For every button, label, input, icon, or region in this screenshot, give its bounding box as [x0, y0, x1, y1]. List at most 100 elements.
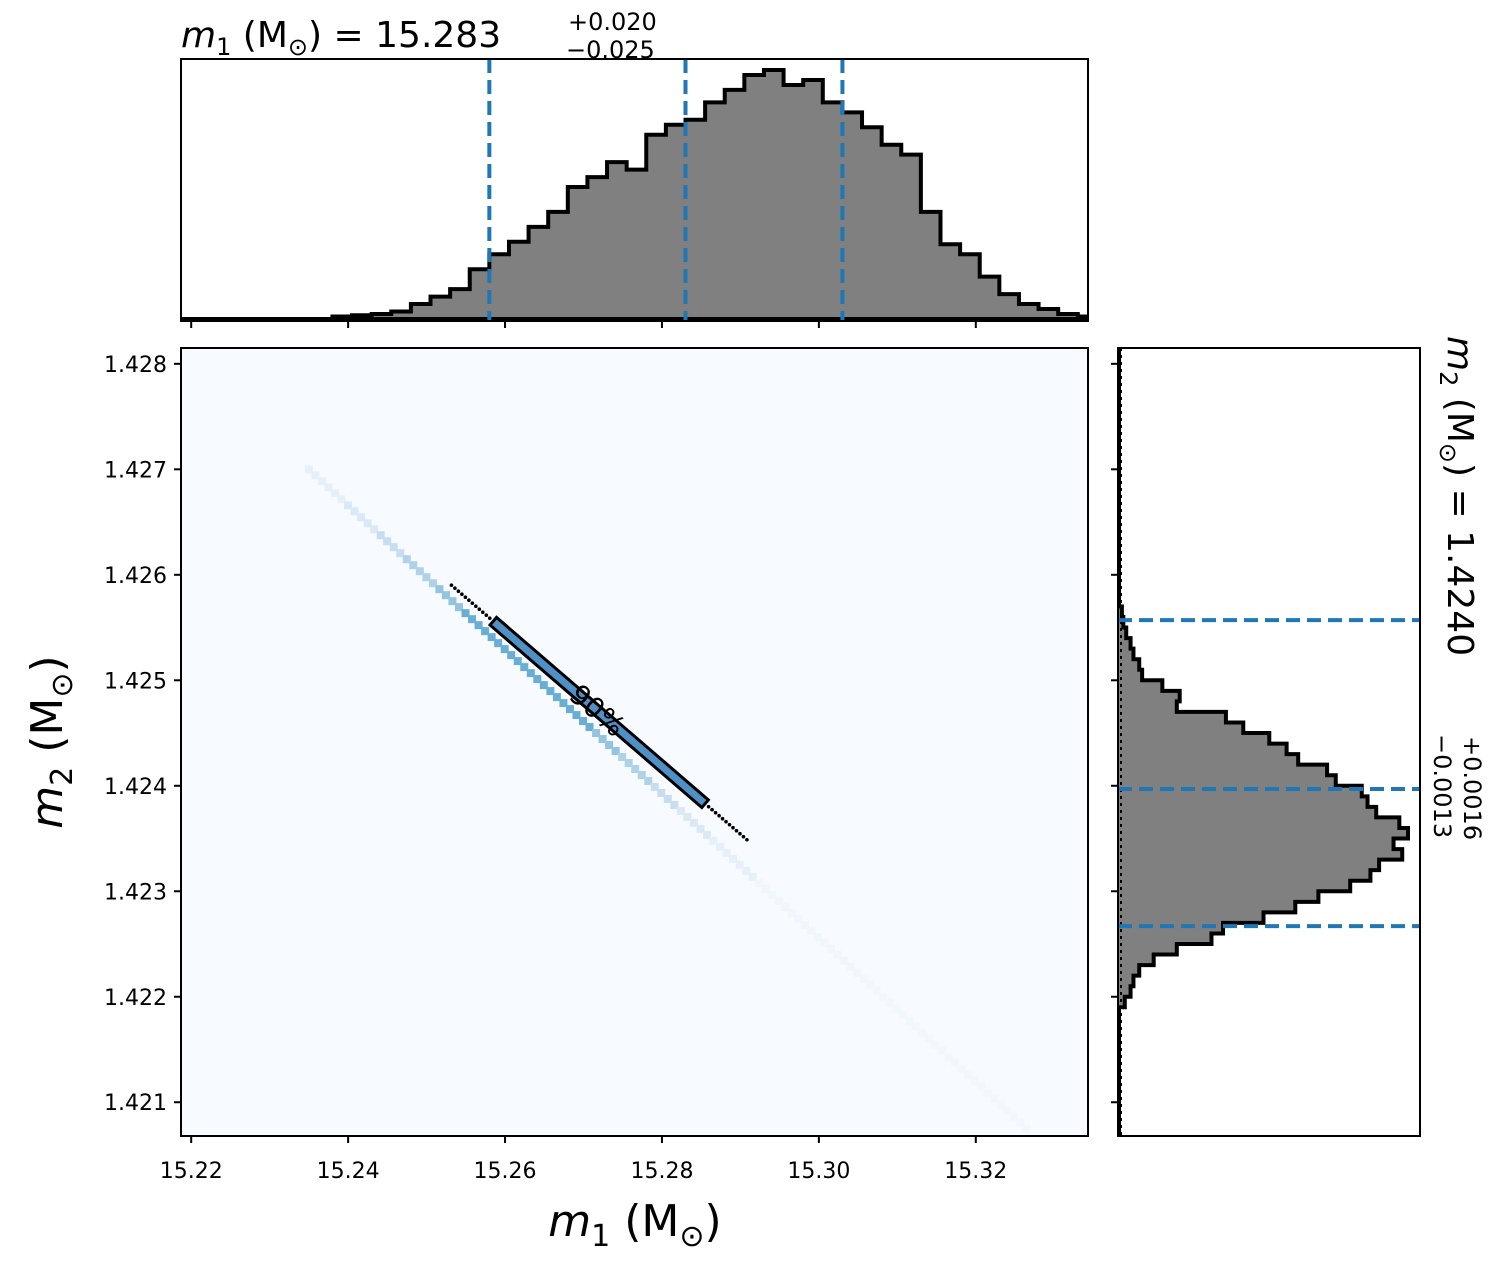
x-tick-label: 15.26: [474, 1159, 537, 1184]
heatmap-cell: [330, 489, 339, 498]
heatmap-cell: [879, 992, 888, 1001]
heatmap-cell: [533, 675, 542, 684]
heatmap-cell: [820, 938, 829, 947]
right-marginal-histogram: [1111, 347, 1421, 1137]
heatmap-cell: [944, 1052, 953, 1061]
heatmap-cell: [813, 932, 822, 941]
main-panel-frame: [180, 347, 1089, 1137]
heatmap-cell: [585, 723, 594, 732]
heatmap-cell: [552, 693, 561, 702]
heatmap-cell: [800, 920, 809, 929]
heatmap-cell: [624, 759, 633, 768]
heatmap-cell: [787, 908, 796, 917]
heatmap-cell: [461, 609, 470, 618]
contour-dot: [470, 601, 475, 606]
heatmap-cell: [898, 1010, 907, 1019]
heatmap-cell: [494, 639, 503, 648]
heatmap-cell: [696, 824, 705, 833]
right-histogram-outline: [1118, 348, 1410, 1136]
heatmap-cell: [761, 884, 770, 893]
heatmap-cell: [716, 842, 725, 851]
heatmap-cell: [376, 531, 385, 540]
heatmap-cell: [892, 1004, 901, 1013]
heatmap-cell: [605, 741, 614, 750]
heatmap-cell: [363, 519, 372, 528]
right-hist-title: m2 (M⊙) = 1.4240: [1434, 336, 1480, 656]
contour-dot: [738, 831, 742, 836]
contour-dot: [456, 589, 461, 593]
y-tick-label: 1.422: [104, 986, 167, 1011]
x-tick-label: 15.28: [630, 1159, 693, 1184]
heatmap-cell: [990, 1094, 999, 1103]
heatmap-cell: [937, 1046, 946, 1055]
heatmap-cell: [722, 848, 731, 857]
heatmap-cell: [324, 483, 333, 492]
contour-dot: [713, 810, 718, 815]
top-panel-frame: [180, 58, 1089, 322]
heatmap-cell: [644, 776, 653, 785]
heatmap-cell: [964, 1070, 973, 1079]
heatmap-cell: [304, 465, 313, 474]
heatmap-cell: [487, 633, 496, 642]
heatmap-cell: [611, 747, 620, 756]
y-tick-label: 1.424: [104, 775, 167, 800]
heatmap-cell: [409, 561, 418, 570]
heatmap-cell: [781, 902, 790, 911]
heatmap-cell: [637, 770, 646, 779]
heatmap-cell: [428, 579, 437, 588]
heatmap-cell: [840, 956, 849, 965]
heatmap-cell: [996, 1100, 1005, 1109]
y-tick-label: 1.421: [104, 1091, 167, 1116]
heatmap-cell: [383, 537, 392, 546]
heatmap-cell: [755, 878, 764, 887]
heatmap-cell: [618, 753, 627, 762]
heatmap-cell: [507, 651, 516, 660]
heatmap-cell: [853, 968, 862, 977]
heatmap-cell: [676, 806, 685, 815]
right-histogram-fill: [1119, 348, 1408, 1136]
heatmap-cell: [866, 980, 875, 989]
heatmap-cell: [1022, 1124, 1031, 1133]
heatmap-cell: [774, 896, 783, 905]
heatmap-cell: [703, 830, 712, 839]
heatmap-cell: [729, 854, 738, 863]
heatmap-cell: [448, 597, 457, 606]
heatmap-cell: [650, 782, 659, 791]
heatmap-cell: [559, 699, 568, 708]
heatmap-cell: [579, 717, 588, 726]
heatmap-cell: [311, 471, 320, 480]
heatmap-cell: [768, 890, 777, 899]
heatmap-cell: [468, 615, 477, 624]
heatmap-cell: [513, 657, 522, 666]
contour-dot: [741, 834, 746, 839]
heatmap-cell: [474, 621, 483, 630]
heatmap-cell: [683, 812, 692, 821]
heatmap-cell: [794, 914, 803, 923]
heatmap-cell: [1016, 1118, 1025, 1127]
heatmap-cell: [546, 687, 555, 696]
contour-dot: [453, 586, 457, 590]
x-axis-label: m1 (M⊙): [548, 1196, 721, 1254]
heatmap-cell: [481, 627, 490, 636]
heatmap-cell: [885, 998, 894, 1007]
heatmap-cell: [454, 603, 463, 612]
contour-dot: [745, 837, 749, 842]
heatmap-cell: [663, 794, 672, 803]
heatmap-cell: [977, 1082, 986, 1091]
heatmap-cell: [872, 986, 881, 995]
heatmap-cell: [337, 495, 346, 504]
y-tick-label: 1.428: [104, 353, 167, 378]
contour-dot: [474, 604, 478, 609]
x-tick-label: 15.24: [317, 1159, 380, 1184]
right-hist-err-minus: −0.0013: [1428, 734, 1456, 838]
contour-dot: [449, 583, 454, 587]
heatmap-cell: [742, 866, 751, 875]
y-tick-label: 1.426: [104, 564, 167, 589]
heatmap-cell: [344, 501, 353, 510]
contour-dot: [710, 807, 714, 812]
heatmap-cell: [389, 543, 398, 552]
heatmap-cell: [631, 764, 640, 773]
heatmap-cell: [1009, 1112, 1018, 1121]
top-marginal-histogram: [180, 58, 1089, 328]
right-hist-err-plus: +0.0016: [1458, 736, 1486, 840]
